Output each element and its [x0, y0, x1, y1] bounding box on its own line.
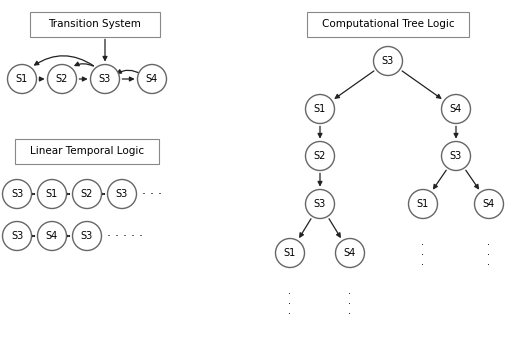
FancyBboxPatch shape [307, 12, 469, 37]
Text: S2: S2 [81, 189, 93, 199]
Text: S3: S3 [11, 231, 23, 241]
Text: ·
·
·: · · · [348, 290, 352, 319]
Circle shape [73, 221, 102, 251]
Text: S1: S1 [284, 248, 296, 258]
Circle shape [305, 190, 334, 219]
Text: S3: S3 [11, 189, 23, 199]
Text: ·
·
·: · · · [289, 290, 292, 319]
Circle shape [38, 179, 67, 208]
Text: S1: S1 [314, 104, 326, 114]
FancyBboxPatch shape [15, 139, 160, 164]
Circle shape [441, 94, 470, 124]
Text: S3: S3 [450, 151, 462, 161]
Text: S2: S2 [314, 151, 326, 161]
Circle shape [275, 238, 304, 267]
Circle shape [138, 65, 167, 93]
Circle shape [474, 190, 503, 219]
Text: ·
·
·: · · · [422, 240, 425, 271]
Text: S3: S3 [116, 189, 128, 199]
Circle shape [305, 94, 334, 124]
Circle shape [3, 221, 31, 251]
Text: S4: S4 [46, 231, 58, 241]
Text: ·
·
·: · · · [488, 240, 491, 271]
Circle shape [48, 65, 77, 93]
Circle shape [108, 179, 137, 208]
Text: S3: S3 [99, 74, 111, 84]
Text: S3: S3 [81, 231, 93, 241]
Circle shape [38, 221, 67, 251]
Text: S3: S3 [314, 199, 326, 209]
FancyBboxPatch shape [30, 12, 160, 37]
Circle shape [3, 179, 31, 208]
Text: S2: S2 [56, 74, 68, 84]
Text: S4: S4 [483, 199, 495, 209]
Circle shape [73, 179, 102, 208]
Circle shape [441, 141, 470, 171]
Circle shape [305, 141, 334, 171]
Text: S1: S1 [417, 199, 429, 209]
Text: S1: S1 [16, 74, 28, 84]
Text: · · ·: · · · [143, 187, 163, 200]
Text: Linear Temporal Logic: Linear Temporal Logic [30, 146, 144, 156]
Circle shape [373, 46, 402, 75]
Text: Computational Tree Logic: Computational Tree Logic [322, 19, 454, 29]
Circle shape [335, 238, 365, 267]
Text: S4: S4 [146, 74, 158, 84]
Text: Transition System: Transition System [49, 19, 141, 29]
Text: S3: S3 [382, 56, 394, 66]
Circle shape [90, 65, 119, 93]
Circle shape [8, 65, 37, 93]
Text: · · · · ·: · · · · · [108, 230, 143, 243]
Text: S4: S4 [344, 248, 356, 258]
Text: S4: S4 [450, 104, 462, 114]
Circle shape [408, 190, 437, 219]
Text: S1: S1 [46, 189, 58, 199]
